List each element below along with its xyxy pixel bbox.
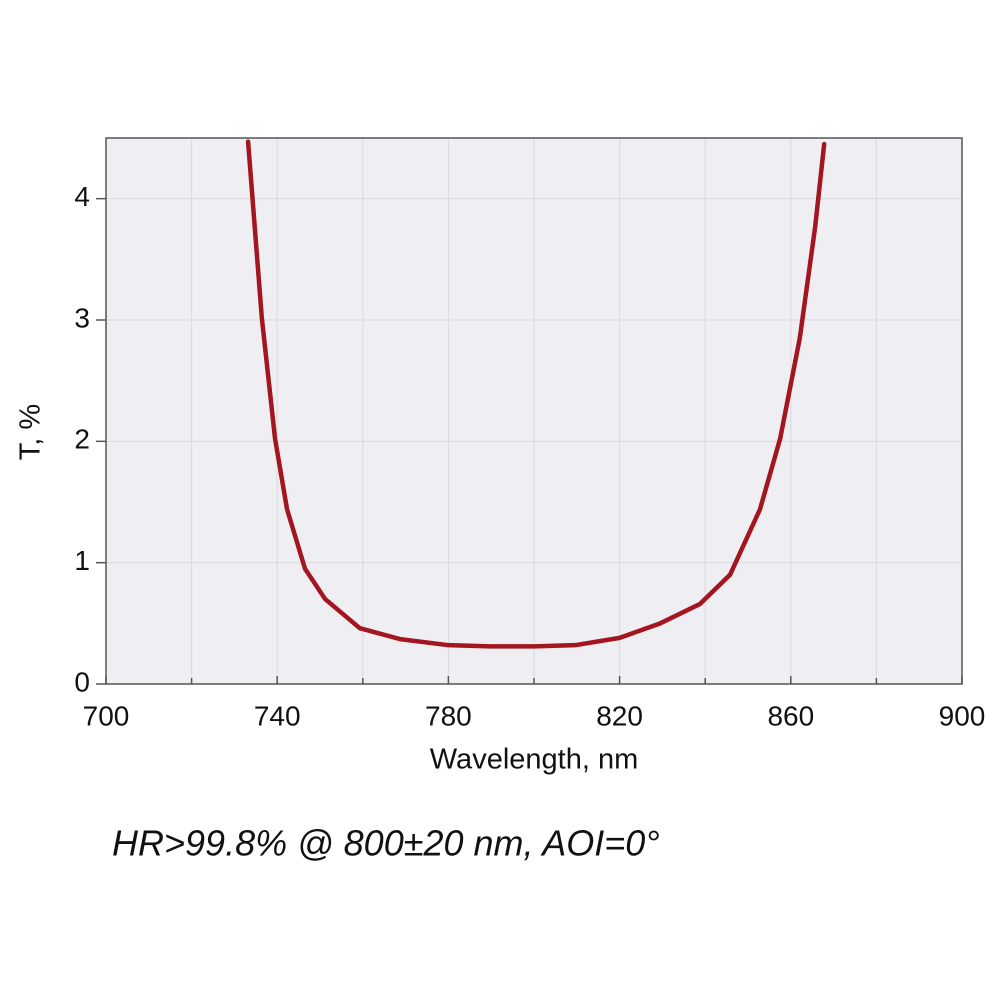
x-tick-label: 700 <box>83 700 130 731</box>
x-axis-label: Wavelength, nm <box>430 744 638 776</box>
x-tick-label: 740 <box>254 700 301 731</box>
y-tick-label: 4 <box>74 181 90 212</box>
x-tick-label: 820 <box>596 700 643 731</box>
plot-border <box>105 137 963 685</box>
data-line <box>245 139 827 649</box>
y-tick-label: 2 <box>74 424 90 455</box>
x-tick-label: 860 <box>767 700 814 731</box>
caption: HR>99.8% @ 800±20 nm, AOI=0° <box>112 823 660 864</box>
y-tick-label: 1 <box>74 545 90 576</box>
y-tick-label: 0 <box>74 666 90 697</box>
x-tick-label: 780 <box>425 700 472 731</box>
y-tick-label: 3 <box>74 302 90 333</box>
y-axis-label: T, % <box>15 404 47 460</box>
x-tick-label: 900 <box>939 700 986 731</box>
